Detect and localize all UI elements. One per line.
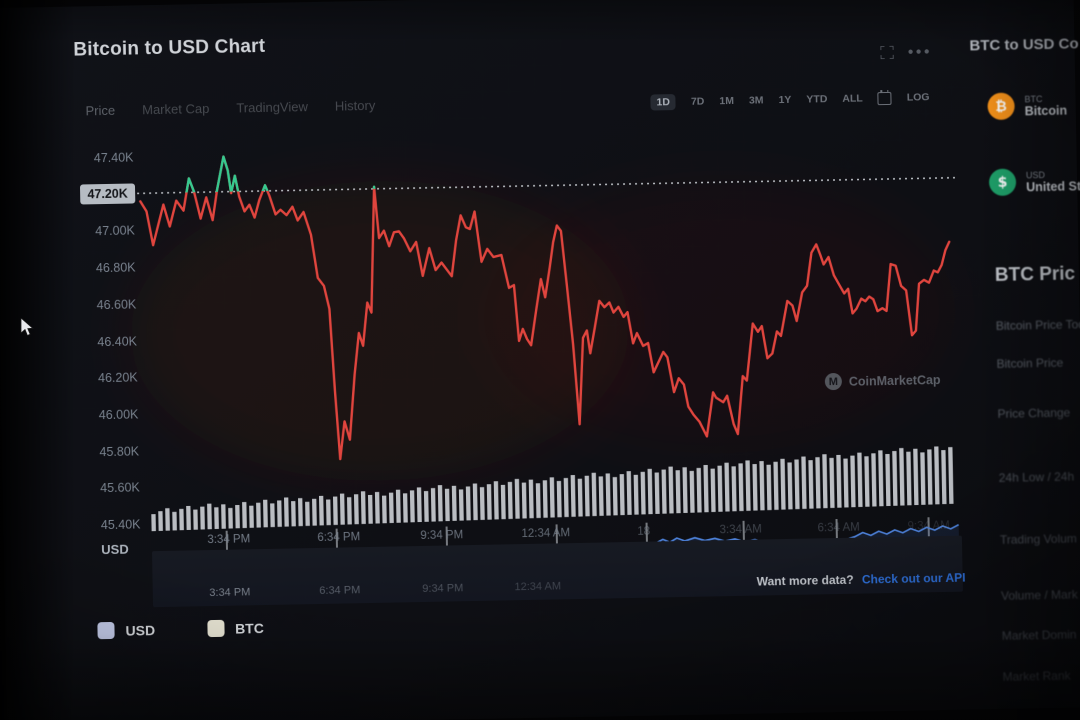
y-axis-tick: 46.60K <box>96 297 137 312</box>
navigator-axis-tick: 12:34 AM <box>514 580 562 594</box>
stat-row: Volume / Mark <box>1000 587 1078 603</box>
y-axis-tick: 47.00K <box>95 223 135 239</box>
coinmarketcap-logo-icon: M <box>824 372 843 391</box>
current-price-badge: 47.20K <box>79 183 136 205</box>
y-axis-tick: 46.00K <box>98 407 139 423</box>
navigator-axis-tick: 3:34 PM <box>209 586 251 600</box>
x-axis-tick: 9:34 AM <box>907 519 950 533</box>
y-axis-tick: 45.80K <box>99 444 140 459</box>
stat-row: Bitcoin Price <box>996 355 1064 371</box>
navigator-axis-tick: 6:34 PM <box>319 584 361 597</box>
watermark: M CoinMarketCap <box>824 371 941 391</box>
bitcoin-icon: ₿ <box>987 92 1015 121</box>
btc-checkbox[interactable] <box>206 619 225 638</box>
x-axis-tick: 18 <box>637 525 651 538</box>
btc-legend-label: BTC <box>234 619 264 637</box>
navigator-axis-tick: 9:34 PM <box>422 582 464 596</box>
watermark-label: CoinMarketCap <box>848 372 941 389</box>
stat-row: Market Rank <box>1002 668 1071 684</box>
api-promo-text: Want more data? <box>756 572 854 589</box>
y-axis-unit-label: USD <box>101 541 129 558</box>
x-axis-tick: 9:34 PM <box>420 529 464 543</box>
usd-legend-label: USD <box>125 621 156 639</box>
legend-item-usd[interactable]: USD <box>97 621 156 640</box>
x-axis-tick: 6:34 PM <box>317 531 361 545</box>
api-promo-link[interactable]: Check out our API <box>861 570 966 587</box>
stat-row: 24h Low / 24h <box>998 469 1075 485</box>
stat-row: Price Change <box>997 405 1071 421</box>
y-axis-tick: 46.80K <box>95 260 136 276</box>
mouse-cursor <box>20 318 34 337</box>
y-axis-tick: 46.20K <box>97 370 138 386</box>
y-axis-tick: 45.60K <box>100 480 140 496</box>
price-statistics-title: BTC Pric <box>994 263 1076 286</box>
converter-widget-title: BTC to USD Co <box>969 35 1079 55</box>
x-axis-tick: 12:34 AM <box>521 527 571 541</box>
y-axis-tick: 45.40K <box>100 517 141 533</box>
usd-checkbox[interactable] <box>97 621 115 640</box>
legend-item-btc[interactable]: BTC <box>206 619 264 638</box>
converter-row-btc[interactable]: ₿ BTC Bitcoin <box>987 92 1067 121</box>
x-axis-tick: 6:34 AM <box>817 521 860 535</box>
x-axis-tick: 3:34 PM <box>207 533 251 547</box>
stat-row: Trading Volum <box>999 531 1078 547</box>
x-axis-tick: 3:34 AM <box>719 523 762 537</box>
coin-name: Bitcoin <box>1024 103 1068 118</box>
converter-row-usd[interactable]: $ USD United St <box>988 167 1080 197</box>
stat-row: Bitcoin Price Tod <box>995 317 1080 333</box>
stat-row: Market Domin <box>1001 627 1077 643</box>
series-legend: USD BTC <box>97 619 264 640</box>
coin-name: United St <box>1026 178 1080 194</box>
y-axis-tick: 47.40K <box>93 150 134 166</box>
y-axis-tick: 46.40K <box>97 333 138 349</box>
usd-icon: $ <box>988 168 1017 197</box>
